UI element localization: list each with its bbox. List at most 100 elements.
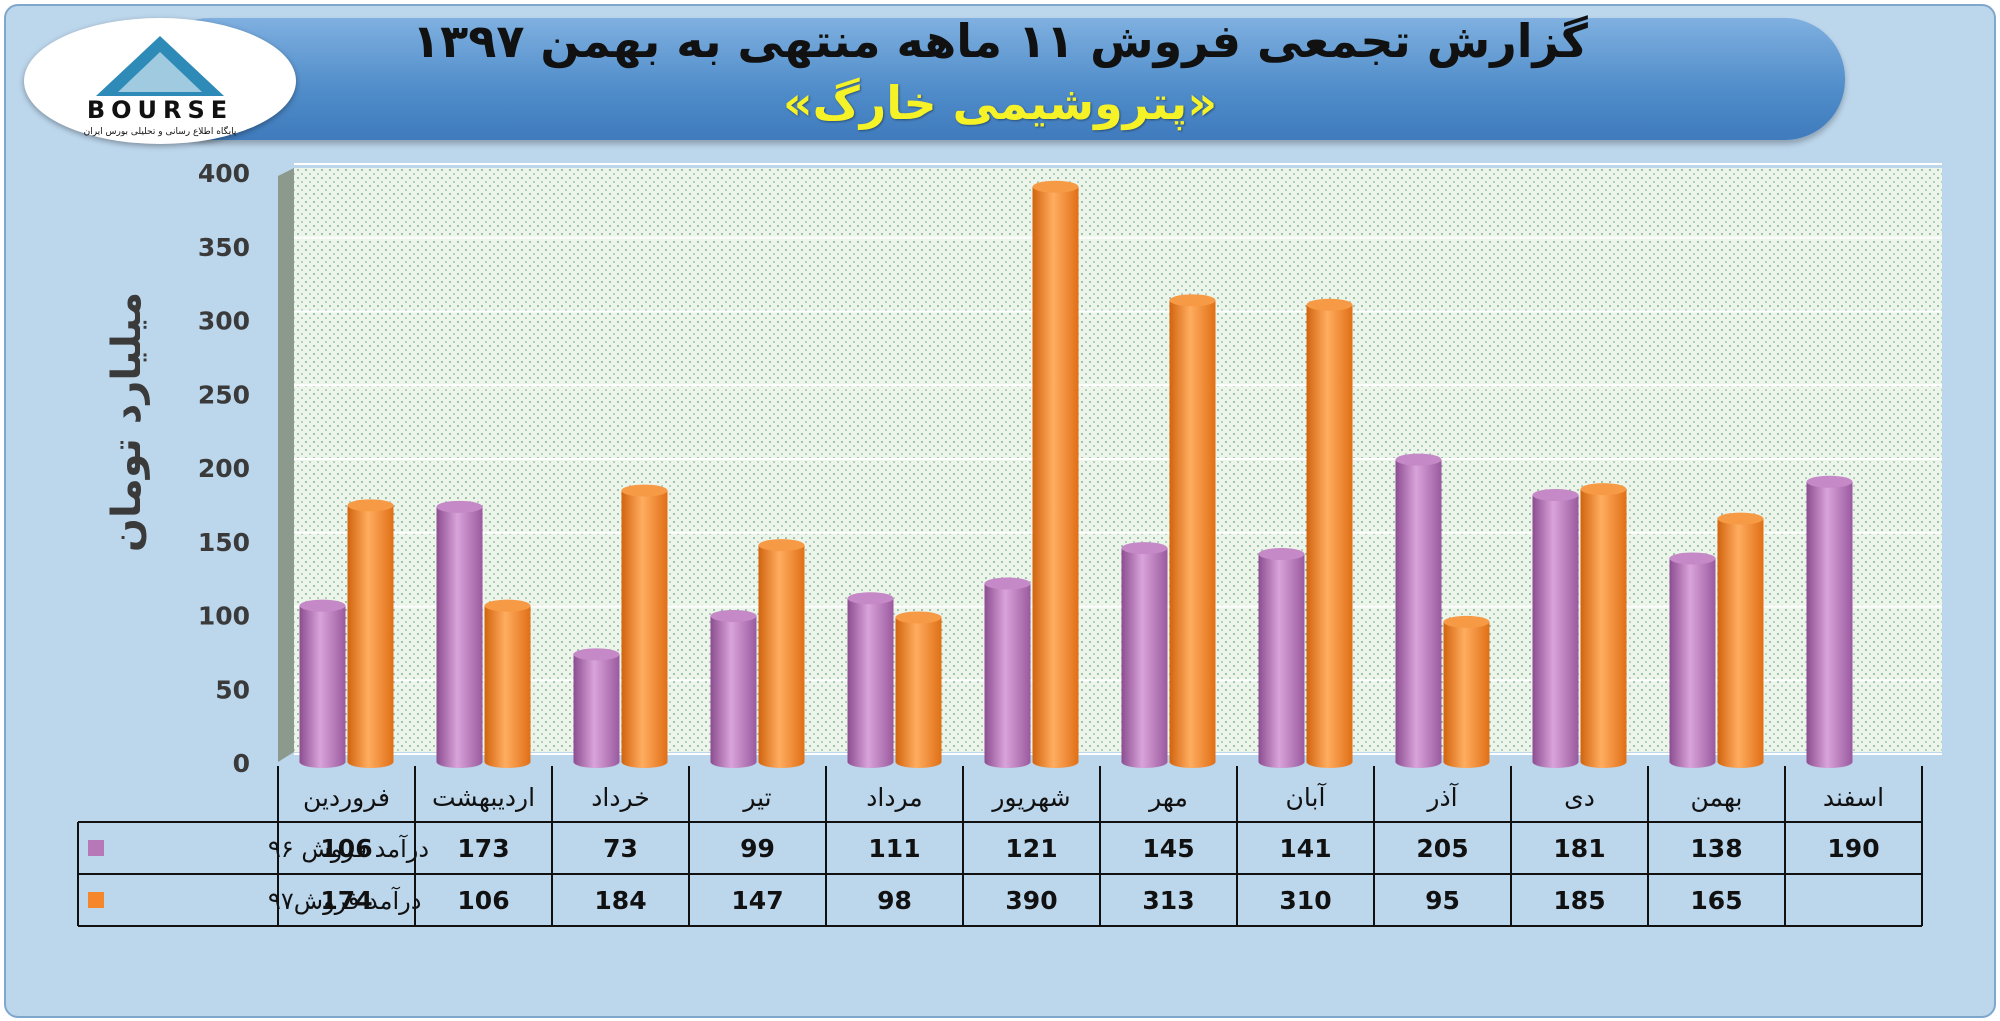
bar-base bbox=[1121, 756, 1168, 768]
bar-96 bbox=[1121, 542, 1168, 768]
bar-96 bbox=[1532, 489, 1579, 768]
bar-cap bbox=[299, 599, 346, 612]
bar-base bbox=[1443, 756, 1490, 768]
bar-base bbox=[1532, 756, 1579, 768]
y-axis-label: میلیارد تومان bbox=[104, 292, 150, 552]
bar-body bbox=[847, 598, 894, 762]
bar-cap bbox=[1532, 489, 1579, 502]
data-label: 138 bbox=[1690, 834, 1742, 863]
x-tick-label: تیر bbox=[741, 783, 771, 812]
bar-97 bbox=[895, 611, 942, 768]
bar-body bbox=[1806, 481, 1853, 762]
bar-cap bbox=[895, 611, 942, 624]
data-label: 99 bbox=[740, 834, 775, 863]
bar-base bbox=[1806, 756, 1853, 768]
bar-96 bbox=[299, 599, 346, 768]
bar-base bbox=[1258, 756, 1305, 768]
data-label: 173 bbox=[457, 834, 509, 863]
data-label: 106 bbox=[457, 886, 509, 915]
bars bbox=[299, 180, 1853, 768]
bar-base bbox=[1395, 756, 1442, 768]
bar-96 bbox=[1395, 453, 1442, 768]
data-label: 106 bbox=[320, 834, 372, 863]
bar-cap bbox=[484, 599, 531, 612]
legend-swatch bbox=[88, 892, 104, 908]
y-tick-label: 300 bbox=[198, 307, 250, 336]
bar-cap bbox=[621, 484, 668, 497]
data-label: 313 bbox=[1142, 886, 1194, 915]
bar-body bbox=[1169, 300, 1216, 762]
x-tick-label: آبان bbox=[1286, 782, 1327, 812]
x-tick-label: دی bbox=[1564, 783, 1595, 812]
plot-side-wall bbox=[278, 168, 294, 762]
bar-base bbox=[436, 756, 483, 768]
data-label: 121 bbox=[1005, 834, 1057, 863]
bar-96 bbox=[436, 500, 483, 768]
bar-base bbox=[347, 756, 394, 768]
chart-subtitle: «پتروشیمی خارگ» bbox=[782, 76, 1218, 130]
bar-body bbox=[484, 605, 531, 762]
x-tick-label: اردیبهشت bbox=[432, 783, 535, 813]
data-label: 147 bbox=[731, 886, 783, 915]
bar-base bbox=[1306, 756, 1353, 768]
bar-base bbox=[1169, 756, 1216, 768]
bar-body bbox=[1717, 518, 1764, 762]
data-label: 390 bbox=[1005, 886, 1057, 915]
data-label: 310 bbox=[1279, 886, 1331, 915]
data-label: 145 bbox=[1142, 834, 1194, 863]
bar-body bbox=[573, 654, 620, 762]
bar-96 bbox=[1258, 548, 1305, 768]
bar-96 bbox=[1806, 475, 1853, 768]
bar-97 bbox=[1032, 180, 1079, 768]
bar-body bbox=[895, 617, 942, 762]
bar-97 bbox=[758, 539, 805, 768]
bar-97 bbox=[621, 484, 668, 768]
bar-body bbox=[710, 615, 757, 762]
bar-96 bbox=[573, 648, 620, 768]
logo-tagline: پایگاه اطلاع رسانی و تحلیلی بورس ایران bbox=[84, 125, 237, 137]
bar-body bbox=[1580, 489, 1627, 762]
bar-body bbox=[758, 545, 805, 762]
data-label: 190 bbox=[1827, 834, 1879, 863]
bar-base bbox=[1032, 756, 1079, 768]
gridlines bbox=[294, 163, 1942, 755]
data-label: 165 bbox=[1690, 886, 1742, 915]
bar-body bbox=[299, 605, 346, 762]
data-label: 111 bbox=[868, 834, 920, 863]
data-label: 73 bbox=[603, 834, 638, 863]
bar-base bbox=[299, 756, 346, 768]
title-banner bbox=[150, 18, 1845, 140]
data-label: 205 bbox=[1416, 834, 1468, 863]
bar-base bbox=[710, 756, 757, 768]
bar-cap bbox=[1580, 483, 1627, 496]
x-tick-label: شهریور bbox=[990, 783, 1070, 813]
bar-97 bbox=[484, 599, 531, 768]
data-label: 174 bbox=[320, 886, 372, 915]
bar-body bbox=[1395, 459, 1442, 762]
bar-cap bbox=[1169, 294, 1216, 307]
bar-body bbox=[1258, 554, 1305, 762]
x-tick-label: فروردین bbox=[303, 783, 390, 813]
bar-body bbox=[1669, 558, 1716, 762]
x-tick-label: اسفند bbox=[1823, 783, 1884, 812]
bar-cap bbox=[1258, 548, 1305, 561]
bar-base bbox=[1669, 756, 1716, 768]
x-tick-label: خرداد bbox=[591, 783, 649, 812]
bar-body bbox=[1032, 186, 1079, 762]
bar-base bbox=[621, 756, 668, 768]
legend-label: درآمد فروش ۹۶ bbox=[268, 834, 429, 863]
bar-body bbox=[347, 505, 394, 762]
bourse-logo-graphic: BOURSE پایگاه اطلاع رسانی و تحلیلی بورس … bbox=[84, 36, 237, 137]
data-table: فروردین اردیبهشت خرداد تیر مرداد شهریور مهر آبا… bbox=[77, 766, 1923, 927]
logo-text: BOURSE bbox=[87, 96, 233, 124]
bar-base bbox=[984, 756, 1031, 768]
data-label: 184 bbox=[594, 886, 646, 915]
bar-cap bbox=[984, 577, 1031, 590]
y-tick-label: 0 bbox=[233, 749, 250, 778]
bar-base bbox=[484, 756, 531, 768]
bar-base bbox=[758, 756, 805, 768]
x-tick-label: مهر bbox=[1147, 783, 1188, 813]
bar-96 bbox=[1669, 552, 1716, 768]
bar-body bbox=[1443, 621, 1490, 762]
